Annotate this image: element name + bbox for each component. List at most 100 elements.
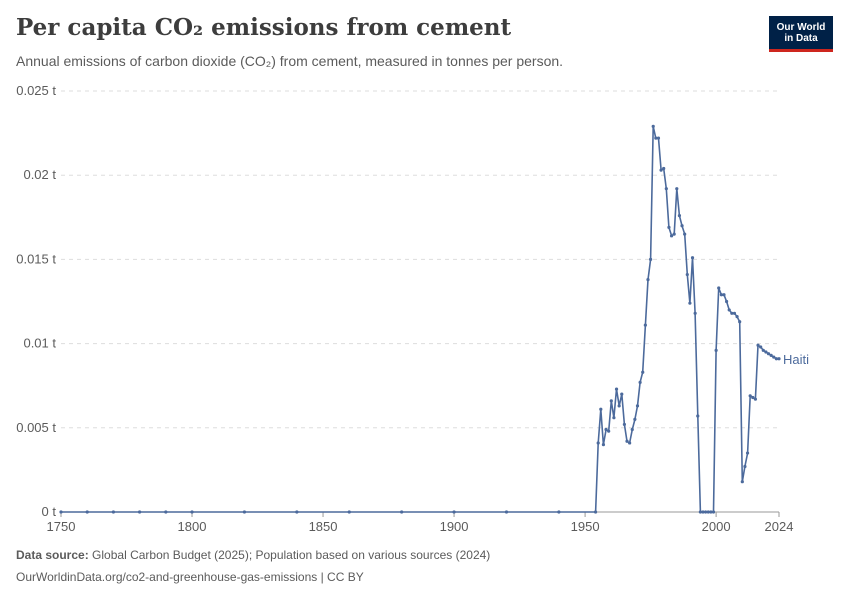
- data-point[interactable]: [85, 510, 89, 514]
- data-point[interactable]: [593, 510, 598, 514]
- data-point[interactable]: [452, 510, 456, 514]
- y-tick-label: 0.025 t: [16, 83, 56, 98]
- data-point[interactable]: [641, 370, 645, 374]
- data-point[interactable]: [714, 348, 718, 352]
- data-point[interactable]: [295, 510, 299, 514]
- data-point[interactable]: [730, 311, 734, 315]
- data-point[interactable]: [672, 232, 676, 236]
- series-line-haiti[interactable]: [61, 125, 779, 513]
- logo-line-1: Our World: [776, 21, 826, 33]
- data-point[interactable]: [701, 510, 705, 514]
- owid-logo[interactable]: Our World in Data: [769, 16, 833, 52]
- data-point[interactable]: [622, 422, 626, 427]
- data-point[interactable]: [727, 308, 731, 312]
- data-point[interactable]: [711, 510, 716, 514]
- data-point[interactable]: [685, 272, 689, 277]
- data-point[interactable]: [164, 510, 168, 514]
- data-point[interactable]: [190, 510, 194, 514]
- data-point[interactable]: [743, 464, 747, 469]
- data-point[interactable]: [648, 257, 653, 261]
- data-point[interactable]: [719, 293, 723, 297]
- data-point[interactable]: [698, 510, 702, 514]
- data-point[interactable]: [667, 225, 671, 230]
- data-point[interactable]: [738, 320, 742, 324]
- data-point[interactable]: [735, 315, 739, 319]
- y-tick-label: 0 t: [42, 504, 57, 519]
- data-point[interactable]: [751, 395, 755, 400]
- data-point[interactable]: [777, 357, 781, 361]
- x-tick-label: 1900: [440, 519, 469, 534]
- data-point[interactable]: [732, 311, 737, 315]
- data-point[interactable]: [753, 397, 758, 401]
- data-point[interactable]: [659, 168, 663, 172]
- data-point[interactable]: [748, 394, 752, 398]
- data-point[interactable]: [400, 510, 404, 514]
- x-tick-label: 2024: [765, 519, 794, 534]
- data-point[interactable]: [724, 299, 729, 304]
- data-point[interactable]: [612, 416, 616, 420]
- data-point[interactable]: [704, 510, 708, 514]
- data-point[interactable]: [557, 510, 561, 514]
- data-point[interactable]: [601, 443, 606, 447]
- data-point[interactable]: [774, 357, 778, 361]
- data-point[interactable]: [638, 380, 642, 384]
- data-point[interactable]: [769, 353, 773, 357]
- data-point[interactable]: [677, 214, 682, 218]
- series-label-haiti[interactable]: Haiti: [783, 352, 809, 367]
- data-point[interactable]: [675, 187, 679, 191]
- data-point[interactable]: [651, 124, 655, 128]
- data-point[interactable]: [709, 510, 713, 514]
- data-point[interactable]: [696, 414, 700, 418]
- data-source: Data source: Global Carbon Budget (2025)…: [16, 548, 490, 562]
- axes: 0 t 0.005 t 0.01 t 0.015 t 0.02 t 0.025 t 1750…: [16, 83, 793, 534]
- data-point[interactable]: [656, 136, 661, 140]
- data-point[interactable]: [242, 510, 247, 514]
- data-source-text: Global Carbon Budget (2025); Population …: [92, 548, 491, 562]
- data-point[interactable]: [706, 510, 710, 514]
- data-point[interactable]: [628, 441, 632, 445]
- data-point[interactable]: [620, 392, 624, 396]
- data-point[interactable]: [646, 278, 650, 282]
- data-point[interactable]: [630, 427, 634, 432]
- data-source-label: Data source:: [16, 548, 89, 562]
- data-point[interactable]: [347, 510, 351, 514]
- data-point[interactable]: [759, 345, 763, 349]
- data-point[interactable]: [654, 136, 658, 140]
- data-point[interactable]: [669, 234, 674, 238]
- data-point[interactable]: [614, 387, 619, 391]
- data-point[interactable]: [604, 427, 608, 432]
- data-point[interactable]: [617, 404, 621, 408]
- data-point[interactable]: [662, 166, 666, 171]
- data-point[interactable]: [764, 350, 768, 354]
- data-point[interactable]: [761, 348, 765, 352]
- data-point[interactable]: [504, 510, 509, 514]
- data-point[interactable]: [599, 407, 603, 411]
- data-point[interactable]: [745, 451, 750, 455]
- x-tick-label: 1850: [309, 519, 338, 534]
- data-point[interactable]: [680, 224, 684, 228]
- data-point[interactable]: [772, 355, 776, 359]
- data-point[interactable]: [633, 417, 637, 421]
- data-point[interactable]: [609, 399, 613, 403]
- data-point[interactable]: [717, 286, 721, 290]
- data-point[interactable]: [693, 311, 697, 315]
- data-point[interactable]: [722, 293, 726, 297]
- data-point[interactable]: [635, 404, 640, 408]
- x-tick-label: 1950: [571, 519, 600, 534]
- data-point[interactable]: [756, 343, 760, 347]
- data-point[interactable]: [625, 439, 629, 443]
- data-point[interactable]: [740, 480, 744, 484]
- data-point[interactable]: [664, 187, 668, 191]
- data-point[interactable]: [690, 256, 695, 260]
- data-point[interactable]: [643, 323, 647, 327]
- source-url[interactable]: OurWorldinData.org/co2-and-greenhouse-ga…: [16, 570, 364, 584]
- data-point[interactable]: [607, 429, 611, 433]
- data-point[interactable]: [59, 510, 63, 514]
- y-tick-label: 0.015 t: [16, 251, 56, 266]
- data-point[interactable]: [766, 352, 771, 356]
- data-point[interactable]: [138, 510, 142, 514]
- data-point[interactable]: [111, 510, 116, 514]
- data-point[interactable]: [683, 232, 687, 236]
- data-point[interactable]: [688, 301, 692, 305]
- data-point[interactable]: [596, 441, 600, 445]
